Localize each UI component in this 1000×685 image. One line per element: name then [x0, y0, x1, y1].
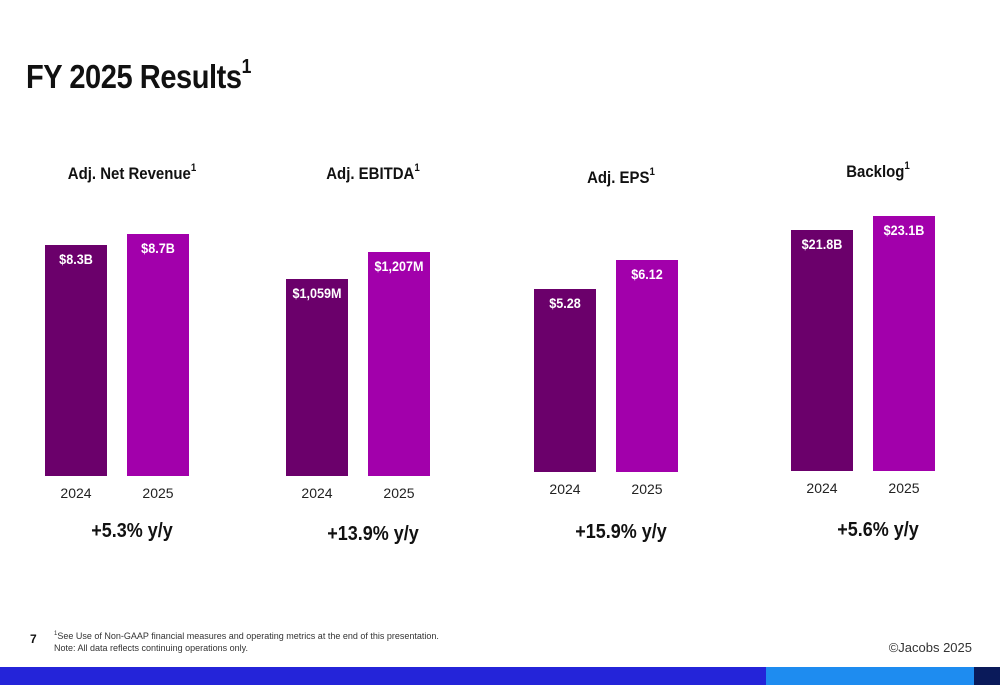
growth-label: +13.9% y/y: [327, 523, 419, 545]
bar-value-label: $8.7B: [141, 240, 175, 256]
chart-eps: Adj. EPS1 $5.28 2024 $6.12 2025 +15.9% y/y: [516, 0, 726, 560]
bar-value-label: $1,207M: [374, 258, 424, 274]
chart-title: Backlog1: [786, 160, 971, 182]
bar-2024: [791, 230, 853, 471]
growth-label: +5.6% y/y: [837, 519, 919, 541]
bar-value-label: $5.28: [549, 295, 581, 312]
chart-title-text: Adj. EBITDA: [326, 164, 415, 183]
bar-2024: [45, 245, 107, 476]
footnote-text-1: See Use of Non-GAAP financial measures a…: [57, 631, 439, 641]
chart-ebitda: Adj. EBITDA1 $1,059M 2024 $1,207M 2025 +13.9%…: [268, 0, 478, 560]
footer-band-dark: [974, 667, 1000, 685]
chart-title-text: Backlog: [846, 162, 905, 181]
page-title-footnote-marker: 1: [241, 56, 252, 78]
footnote: 1See Use of Non-GAAP financial measures …: [54, 628, 439, 654]
bar-value-label: $23.1B: [883, 222, 925, 238]
growth-label: +5.3% y/y: [91, 520, 173, 542]
bar-value-label: $8.3B: [59, 251, 93, 268]
bar-2025: [616, 260, 678, 472]
chart-title-text: Adj. EPS: [587, 168, 650, 187]
bar-2025: [873, 216, 935, 471]
chart-title-footnote-marker: 1: [414, 162, 420, 174]
copyright: ©Jacobs 2025: [888, 640, 972, 655]
x-tick-label: 2024: [301, 485, 333, 501]
x-tick-label: 2025: [142, 485, 174, 501]
x-tick-label: 2024: [806, 480, 838, 496]
footnote-marker: 1: [54, 631, 58, 637]
growth-label: +15.9% y/y: [575, 521, 667, 543]
page-title-text: FY 2025 Results: [26, 58, 242, 95]
chart-title-text: Adj. Net Revenue: [67, 164, 191, 183]
chart-title-footnote-marker: 1: [190, 162, 197, 174]
bar-2025: [127, 234, 189, 476]
footnote-line-2: Note: All data reflects continuing opera…: [54, 643, 248, 653]
bar-2025: [368, 252, 430, 476]
x-tick-label: 2024: [60, 485, 92, 501]
bar-value-label: $6.12: [631, 266, 663, 282]
chart-title-footnote-marker: 1: [904, 160, 910, 172]
page-title: FY 2025 Results1: [26, 56, 252, 96]
chart-title: Adj. Net Revenue1: [40, 162, 225, 184]
bar-2024: [534, 289, 596, 472]
chart-revenue: Adj. Net Revenue1 $8.3B 2024 $8.7B 2025 +5.3%…: [27, 0, 237, 560]
x-tick-label: 2025: [888, 480, 920, 496]
x-tick-label: 2025: [383, 485, 415, 501]
chart-backlog: Backlog1 $21.8B 2024 $23.1B 2025 +5.6% y/y: [773, 0, 983, 560]
bar-value-label: $21.8B: [801, 236, 843, 253]
bar-2024: [286, 279, 348, 476]
x-tick-label: 2024: [549, 481, 581, 497]
chart-title-footnote-marker: 1: [649, 166, 655, 178]
footnote-line-1: 1See Use of Non-GAAP financial measures …: [54, 628, 439, 642]
footer-band-navy: [0, 667, 766, 685]
footer-band-blue: [766, 667, 974, 685]
page-number: 7: [30, 632, 37, 646]
chart-title: Adj. EBITDA1: [281, 162, 466, 184]
bar-value-label: $1,059M: [292, 285, 342, 302]
x-tick-label: 2025: [631, 481, 663, 497]
chart-title: Adj. EPS1: [529, 166, 714, 188]
